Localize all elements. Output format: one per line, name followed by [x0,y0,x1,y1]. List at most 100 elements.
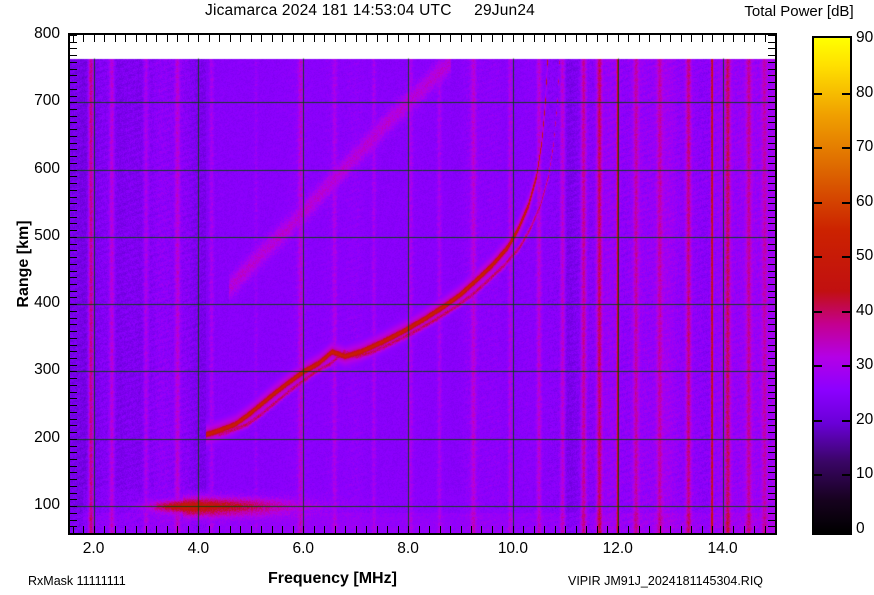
axis-tick [208,526,210,533]
axis-tick [355,526,357,533]
axis-tick [282,35,284,42]
axis-tick [768,533,775,534]
axis-tick [282,526,284,533]
axis-tick [768,142,775,144]
axis-tick [198,35,200,42]
y-axis-tick-label: 600 [34,159,60,177]
axis-tick [768,519,775,521]
axis-tick [70,55,77,57]
colorbar-tick-label: 60 [856,192,874,210]
axis-tick [733,526,735,533]
axis-tick [768,230,775,232]
axis-tick [768,122,775,124]
axis-tick [408,35,410,42]
y-axis-tick-label: 100 [34,496,60,514]
colorbar-tick [814,365,822,368]
axis-tick [768,324,775,326]
axis-tick [408,526,410,533]
colorbar-tick [842,419,850,422]
axis-tick [743,35,745,42]
axis-tick [70,358,77,360]
axis-tick [229,35,231,42]
axis-tick [355,35,357,42]
x-axis-title: Frequency [MHz] [268,570,397,587]
axis-tick [768,425,775,427]
axis-tick [565,35,567,42]
axis-tick [768,216,775,218]
axis-tick [768,95,775,97]
axis-tick [70,41,77,43]
axis-tick [628,526,630,533]
axis-tick [271,35,273,42]
axis-tick [460,526,462,533]
axis-tick [70,432,77,434]
colorbar-tick-label: 40 [856,301,874,319]
axis-tick [544,35,546,42]
colorbar-tick-label: 0 [856,520,865,537]
axis-tick [387,526,389,533]
axis-tick [70,425,77,427]
axis-tick [768,162,775,164]
axis-tick [768,364,775,366]
axis-tick [502,35,504,42]
axis-tick [70,418,77,420]
axis-tick [429,526,431,533]
axis-tick [768,183,775,185]
axis-tick [768,418,775,420]
ionogram-plot-area[interactable] [68,33,777,535]
axis-tick [70,250,77,252]
axis-tick [70,290,77,292]
axis-tick [768,310,775,312]
axis-tick [754,526,756,533]
axis-tick [554,35,556,42]
axis-tick [292,35,294,42]
axis-tick [768,512,775,514]
axis-tick [768,55,775,57]
y-axis-tick-label: 800 [34,25,60,42]
colorbar[interactable] [812,36,852,535]
axis-tick [240,35,242,42]
x-axis-tick-label: 8.0 [397,540,419,557]
axis-tick [450,35,452,42]
axis-tick [768,526,775,528]
axis-tick [680,35,682,42]
axis-tick [345,35,347,42]
colorbar-tick-label: 50 [856,247,874,265]
colorbar-tick-label: 80 [856,83,874,101]
axis-tick [768,479,775,481]
axis-tick [240,526,242,533]
axis-tick [104,35,106,42]
axis-tick [70,337,77,339]
axis-tick [712,526,714,533]
axis-tick [70,149,77,151]
axis-tick [670,35,672,42]
colorbar-tick [842,92,850,95]
axis-tick [691,35,693,42]
colorbar-tick [814,256,822,259]
axis-tick [70,438,77,440]
axis-tick [768,499,775,501]
axis-tick [768,351,775,353]
axis-tick [70,465,77,467]
axis-tick [303,526,305,533]
axis-tick [768,331,775,333]
axis-tick [70,236,77,238]
axis-tick [177,35,179,42]
axis-tick [575,526,577,533]
axis-tick [768,405,775,407]
axis-tick [70,122,77,124]
axis-tick [628,35,630,42]
axis-tick [533,35,535,42]
axis-tick [70,324,77,326]
axis-tick [418,35,420,42]
axis-tick [768,337,775,339]
colorbar-title: Total Power [dB] [744,3,854,20]
axis-tick [70,284,77,285]
axis-tick [261,35,263,42]
colorbar-tick [842,201,850,204]
axis-tick [70,526,77,528]
axis-tick [70,169,77,171]
axis-tick [586,526,588,533]
axis-tick [70,378,77,380]
axis-tick [70,142,77,144]
